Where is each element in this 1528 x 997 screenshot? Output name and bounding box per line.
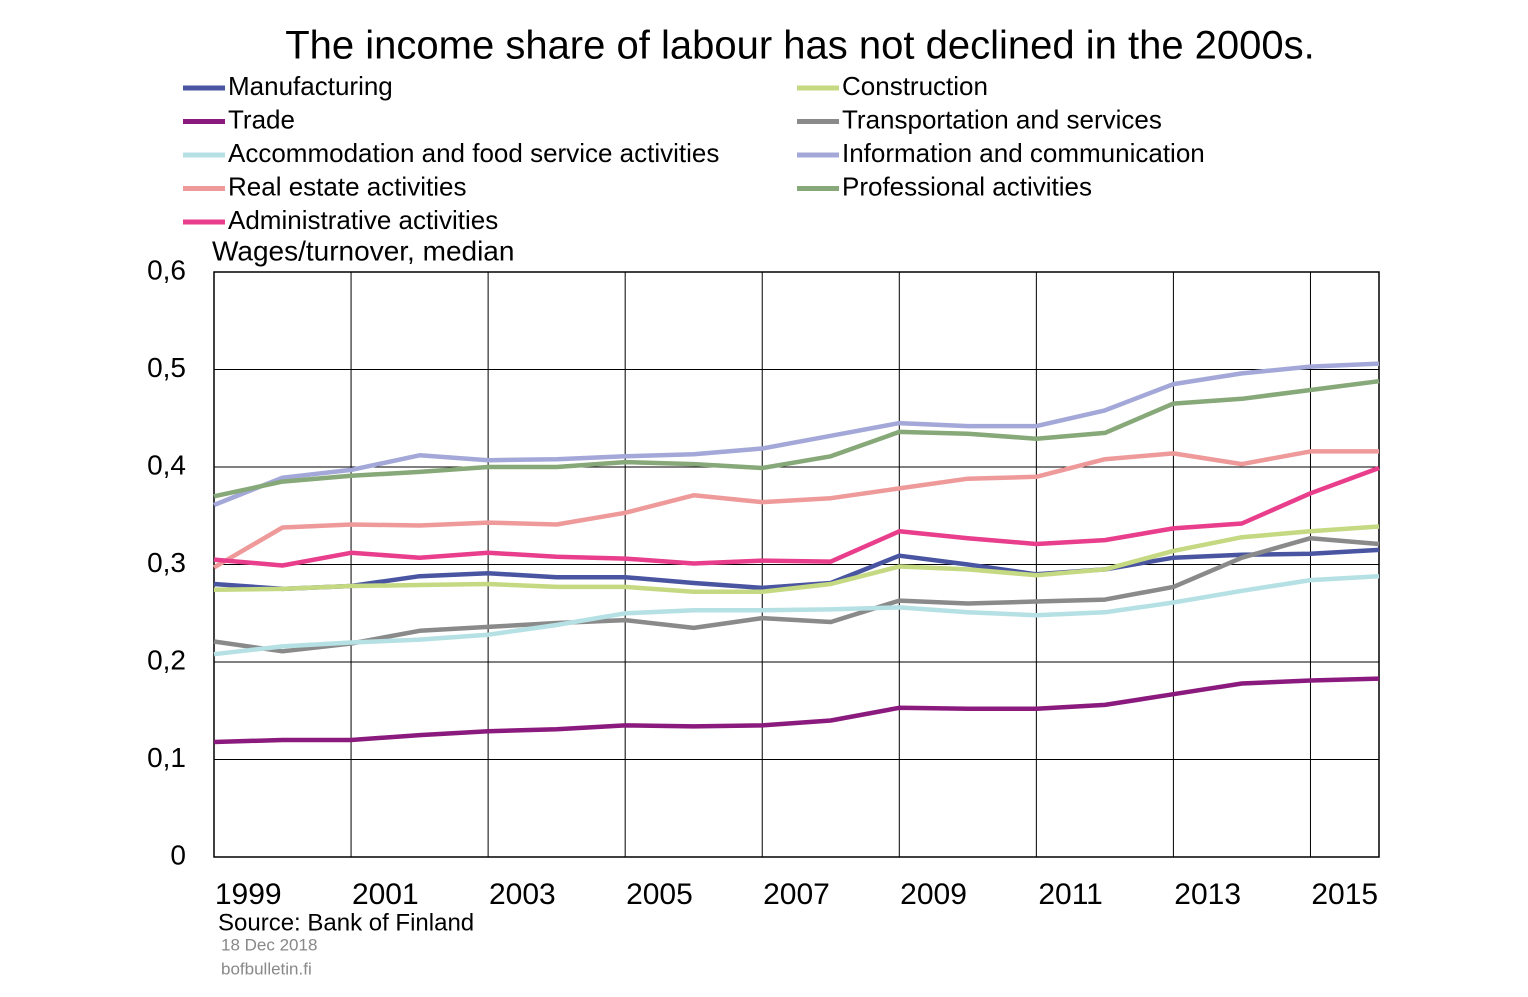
y-tick-label: 0,2 [147,644,186,675]
x-tick-label: 1999 [215,878,282,911]
legend-label: Transportation and services [842,104,1162,134]
legend-label: Manufacturing [228,71,393,101]
series-line [213,524,1380,595]
legend-label: Professional activities [842,171,1092,201]
legend-label: Construction [842,71,988,101]
series-line [213,547,1380,592]
date: 18 Dec 2018 [221,935,317,954]
plot-border [213,271,1380,858]
y-tick-label: 0,3 [147,547,186,578]
y-tick-label: 0,4 [147,449,186,480]
series-line [213,573,1380,657]
x-tick-label: 2009 [900,878,967,911]
x-tick-label: 2015 [1311,878,1378,911]
legend-label: Accommodation and food service activitie… [228,138,719,168]
chart-title: The income share of labour has not decli… [285,24,1315,68]
y-axis-title: Wages/turnover, median [212,235,514,266]
source: Source: Bank of Finland [218,909,474,936]
legend-label: Administrative activities [228,205,498,235]
y-tick-label: 0 [170,839,186,870]
x-tick-label: 2005 [626,878,693,911]
x-tick-label: 2013 [1174,878,1241,911]
y-tick-label: 0,6 [147,254,186,285]
x-tick-label: 2007 [763,878,830,911]
legend-label: Trade [228,104,295,134]
series-line [213,361,1380,508]
x-tick-label: 2011 [1038,878,1103,911]
series-line [213,676,1380,745]
series-line [213,535,1380,654]
site: bofbulletin.fi [221,959,312,978]
series-line [213,465,1380,568]
x-tick-label: 2001 [352,878,419,911]
legend-label: Real estate activities [228,171,466,201]
series-line [213,378,1380,499]
legend-label: Information and communication [842,138,1205,168]
x-tick-label: 2003 [489,878,556,911]
y-tick-label: 0,1 [147,742,186,773]
series-line [212,449,1379,570]
y-tick-label: 0,5 [147,352,186,383]
